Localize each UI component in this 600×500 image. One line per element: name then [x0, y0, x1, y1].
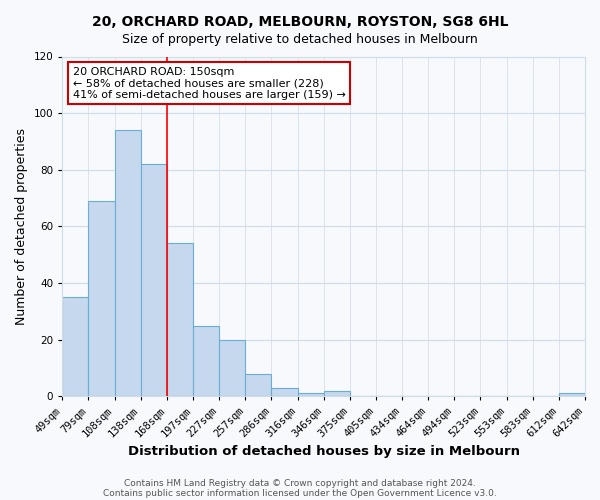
- Bar: [219, 340, 245, 396]
- Text: Size of property relative to detached houses in Melbourn: Size of property relative to detached ho…: [122, 32, 478, 46]
- Text: 20, ORCHARD ROAD, MELBOURN, ROYSTON, SG8 6HL: 20, ORCHARD ROAD, MELBOURN, ROYSTON, SG8…: [92, 15, 508, 29]
- Bar: [62, 297, 88, 396]
- Bar: [271, 388, 298, 396]
- Text: Contains public sector information licensed under the Open Government Licence v3: Contains public sector information licen…: [103, 488, 497, 498]
- X-axis label: Distribution of detached houses by size in Melbourn: Distribution of detached houses by size …: [128, 444, 520, 458]
- Text: 20 ORCHARD ROAD: 150sqm
← 58% of detached houses are smaller (228)
41% of semi-d: 20 ORCHARD ROAD: 150sqm ← 58% of detache…: [73, 66, 346, 100]
- Bar: [245, 374, 271, 396]
- Bar: [559, 394, 585, 396]
- Bar: [88, 201, 115, 396]
- Bar: [298, 394, 323, 396]
- Bar: [115, 130, 141, 396]
- Bar: [141, 164, 167, 396]
- Bar: [193, 326, 219, 396]
- Bar: [323, 390, 350, 396]
- Y-axis label: Number of detached properties: Number of detached properties: [15, 128, 28, 325]
- Bar: [167, 244, 193, 396]
- Text: Contains HM Land Registry data © Crown copyright and database right 2024.: Contains HM Land Registry data © Crown c…: [124, 478, 476, 488]
